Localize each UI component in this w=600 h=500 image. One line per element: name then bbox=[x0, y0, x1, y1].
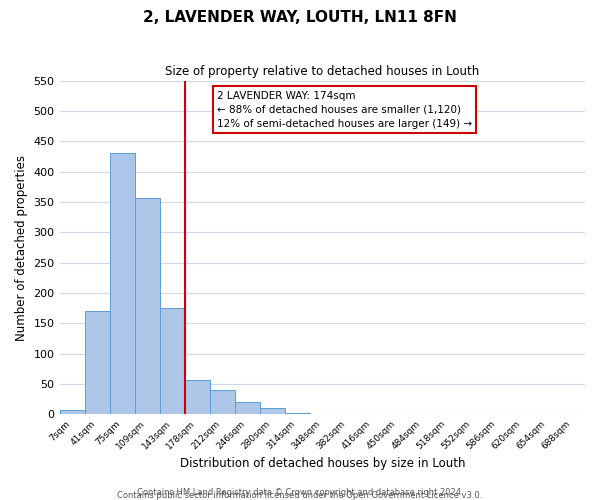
Y-axis label: Number of detached properties: Number of detached properties bbox=[15, 154, 28, 340]
Bar bbox=[134, 198, 160, 414]
Bar bbox=[260, 408, 285, 414]
Title: Size of property relative to detached houses in Louth: Size of property relative to detached ho… bbox=[165, 65, 479, 78]
Text: Contains public sector information licensed under the Open Government Licence v3: Contains public sector information licen… bbox=[118, 490, 482, 500]
Text: 2 LAVENDER WAY: 174sqm
← 88% of detached houses are smaller (1,120)
12% of semi-: 2 LAVENDER WAY: 174sqm ← 88% of detached… bbox=[217, 90, 472, 128]
Text: Contains HM Land Registry data © Crown copyright and database right 2024.: Contains HM Land Registry data © Crown c… bbox=[137, 488, 463, 497]
X-axis label: Distribution of detached houses by size in Louth: Distribution of detached houses by size … bbox=[179, 457, 465, 470]
Bar bbox=[235, 402, 260, 414]
Bar bbox=[110, 154, 134, 414]
Bar bbox=[185, 380, 209, 414]
Bar bbox=[85, 312, 110, 414]
Bar bbox=[209, 390, 235, 414]
Bar bbox=[59, 410, 85, 414]
Bar bbox=[160, 308, 185, 414]
Text: 2, LAVENDER WAY, LOUTH, LN11 8FN: 2, LAVENDER WAY, LOUTH, LN11 8FN bbox=[143, 10, 457, 25]
